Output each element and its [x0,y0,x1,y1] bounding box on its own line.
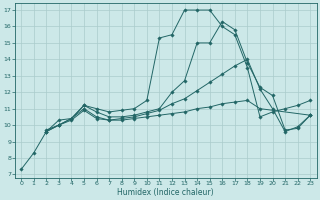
X-axis label: Humidex (Indice chaleur): Humidex (Indice chaleur) [117,188,214,197]
